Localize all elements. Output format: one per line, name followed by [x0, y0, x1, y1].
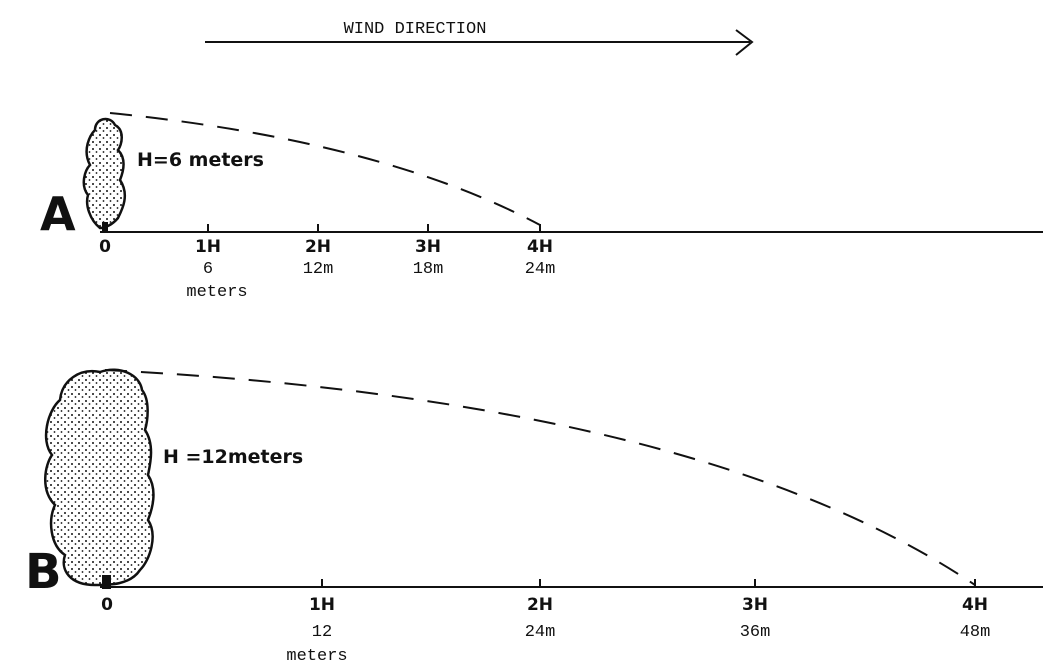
panel-letter: B — [25, 544, 62, 600]
tree — [82, 117, 127, 230]
tick-label: 0 — [99, 237, 111, 257]
distance-label: 24m — [525, 623, 556, 642]
tick-label: 0 — [101, 595, 113, 615]
tick-label: 2H — [305, 237, 331, 257]
shelter-curve — [109, 112, 541, 226]
distance-label: 12 — [312, 623, 332, 642]
wind-arrow — [205, 29, 754, 56]
unit-label: meters — [186, 283, 247, 302]
distance-label: 12m — [303, 260, 334, 279]
distance-label: 6 — [203, 260, 213, 279]
height-label: H=6 meters — [137, 149, 264, 171]
shelter-curve — [104, 369, 976, 586]
tick-label: 1H — [195, 237, 221, 257]
unit-label: meters — [286, 647, 347, 664]
height-label: H =12meters — [163, 446, 303, 468]
tick-label: 4H — [962, 595, 988, 615]
distance-label: 24m — [525, 260, 556, 279]
tick-label: 3H — [415, 237, 441, 257]
tick-label: 1H — [309, 595, 335, 615]
distance-label: 36m — [740, 623, 771, 642]
wind-label: WIND DIRECTION — [344, 20, 487, 39]
distance-label: 48m — [960, 623, 991, 642]
tick-label: 2H — [527, 595, 553, 615]
tick-label: 4H — [527, 237, 553, 257]
tick-label: 3H — [742, 595, 768, 615]
panel-letter: A — [40, 187, 76, 241]
distance-label: 18m — [413, 260, 444, 279]
